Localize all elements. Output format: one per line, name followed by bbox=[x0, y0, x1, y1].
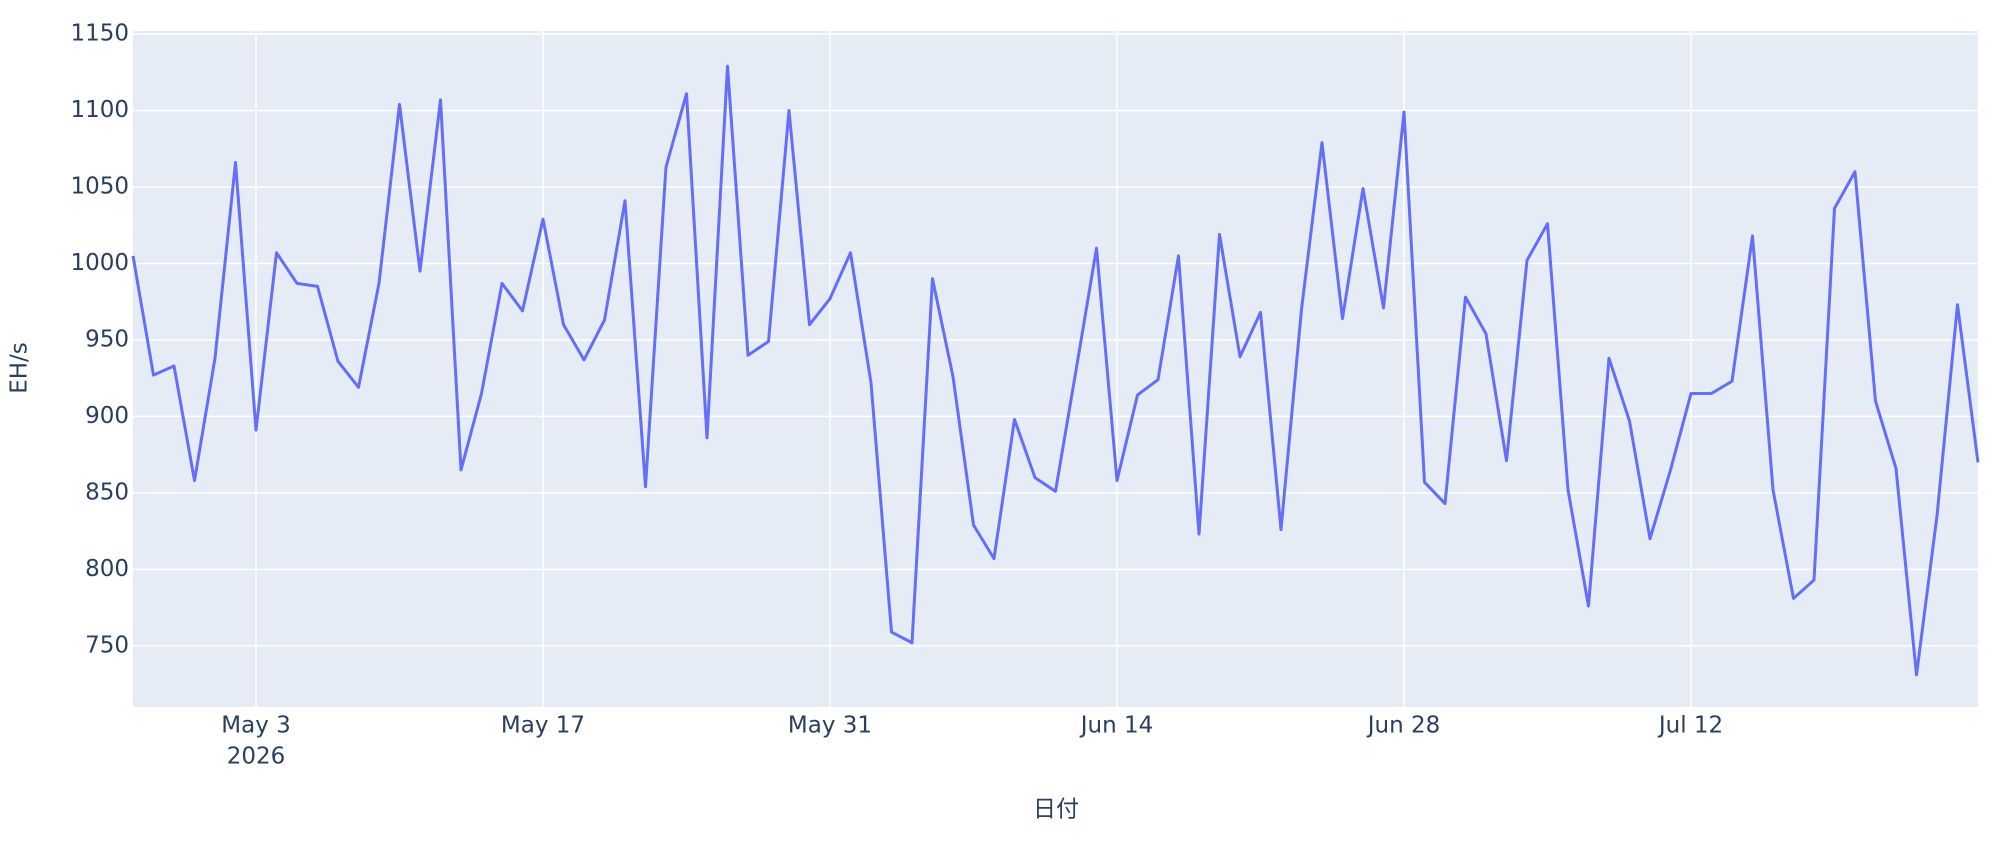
x-tick-label: May 3 bbox=[221, 713, 291, 739]
y-axis-title: EH/s bbox=[7, 342, 33, 394]
x-tick-label: 2026 bbox=[227, 744, 286, 770]
x-tick-label: Jun 14 bbox=[1079, 713, 1154, 739]
y-tick-label: 900 bbox=[85, 403, 129, 429]
x-tick-label: Jul 12 bbox=[1657, 713, 1723, 739]
y-tick-label: 1000 bbox=[70, 250, 129, 276]
y-tick-label: 750 bbox=[85, 632, 129, 658]
y-tick-label: 1100 bbox=[70, 97, 129, 123]
data-line bbox=[131, 64, 1980, 677]
x-tick-label: May 31 bbox=[788, 713, 872, 739]
y-tick-label: 1150 bbox=[70, 21, 129, 47]
x-tick-label: Jun 28 bbox=[1366, 713, 1441, 739]
y-tick-label: 800 bbox=[85, 556, 129, 582]
y-tick-label: 950 bbox=[85, 326, 129, 352]
x-axis-title: 日付 bbox=[1033, 797, 1079, 823]
x-tick-label: May 17 bbox=[501, 713, 585, 739]
y-tick-label: 850 bbox=[85, 479, 129, 505]
plot-area bbox=[133, 31, 1978, 707]
y-tick-label: 1050 bbox=[70, 174, 129, 200]
